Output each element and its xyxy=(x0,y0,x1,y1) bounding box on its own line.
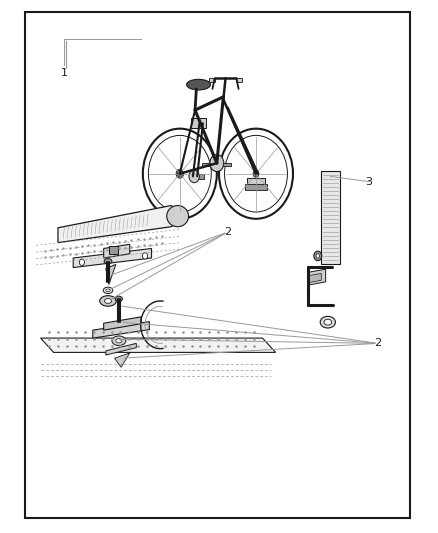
Circle shape xyxy=(189,170,199,183)
Bar xyxy=(245,184,267,190)
Ellipse shape xyxy=(320,317,336,328)
Bar xyxy=(202,163,210,166)
Polygon shape xyxy=(308,269,325,285)
Text: 1: 1 xyxy=(61,68,68,78)
Ellipse shape xyxy=(187,79,211,90)
Ellipse shape xyxy=(324,319,332,325)
Ellipse shape xyxy=(116,338,122,343)
Ellipse shape xyxy=(106,289,110,292)
Text: 3: 3 xyxy=(366,176,373,187)
Polygon shape xyxy=(104,244,130,258)
Circle shape xyxy=(316,254,320,258)
Circle shape xyxy=(79,259,85,265)
Text: 2: 2 xyxy=(374,338,381,349)
Bar xyxy=(321,171,339,264)
Ellipse shape xyxy=(167,206,188,227)
Circle shape xyxy=(210,155,224,172)
Polygon shape xyxy=(58,206,188,243)
Ellipse shape xyxy=(104,259,112,264)
Ellipse shape xyxy=(100,296,116,306)
Polygon shape xyxy=(104,317,141,330)
Bar xyxy=(237,78,242,82)
Polygon shape xyxy=(93,321,149,338)
Circle shape xyxy=(142,253,148,259)
Circle shape xyxy=(253,170,259,177)
Bar xyxy=(191,118,206,127)
Polygon shape xyxy=(310,273,321,282)
Bar xyxy=(209,78,215,82)
Bar xyxy=(25,12,410,519)
Bar xyxy=(223,163,231,166)
Bar xyxy=(190,174,204,179)
Text: 2: 2 xyxy=(224,227,231,237)
Ellipse shape xyxy=(103,287,113,294)
Polygon shape xyxy=(41,338,276,352)
Ellipse shape xyxy=(116,296,122,302)
Ellipse shape xyxy=(112,336,126,345)
Polygon shape xyxy=(73,248,152,268)
Polygon shape xyxy=(106,264,116,285)
Polygon shape xyxy=(106,343,136,355)
Circle shape xyxy=(314,251,322,261)
Circle shape xyxy=(177,170,183,177)
Bar xyxy=(109,246,118,254)
Bar xyxy=(247,178,265,185)
Polygon shape xyxy=(115,353,130,367)
Ellipse shape xyxy=(105,298,112,303)
